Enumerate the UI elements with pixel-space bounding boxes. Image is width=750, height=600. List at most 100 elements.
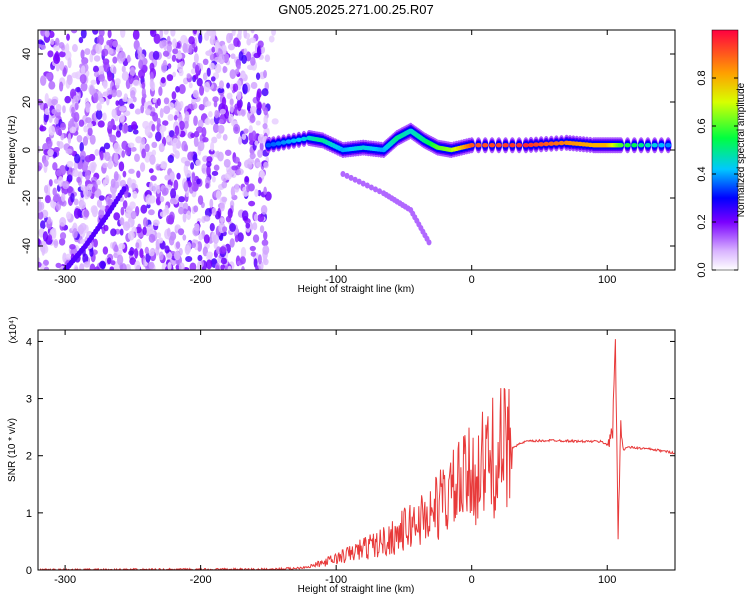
- heatmap-cell: [40, 220, 46, 230]
- heatmap-cell: [193, 115, 198, 127]
- heatmap-cell: [192, 30, 198, 35]
- heatmap-faint-curve: [340, 171, 432, 246]
- heatmap-cell: [219, 108, 226, 115]
- heatmap-cell: [180, 60, 184, 67]
- heatmap-noise-region: [38, 30, 279, 270]
- heatmap-cell: [111, 89, 117, 98]
- heatmap-cell: [193, 53, 199, 64]
- heatmap-cell: [617, 143, 624, 148]
- heatmap-cell: [109, 266, 115, 270]
- x-tick-label: 100: [598, 574, 616, 586]
- heatmap-cell: [183, 163, 189, 175]
- heatmap-cell: [210, 30, 216, 40]
- heatmap-cell: [72, 169, 80, 177]
- heatmap-cell: [106, 47, 114, 55]
- heatmap-cell: [141, 87, 146, 99]
- heatmap-cell: [96, 179, 101, 186]
- heatmap-cell: [231, 165, 239, 171]
- heatmap-cell: [231, 30, 236, 37]
- heatmap-cell: [51, 108, 57, 115]
- heatmap-cell: [114, 78, 121, 86]
- y-tick-label: 0: [26, 565, 32, 577]
- heatmap-cell: [47, 50, 54, 58]
- heatmap-cell: [120, 263, 127, 270]
- heatmap-cell: [118, 122, 123, 131]
- heatmap-cell: [538, 142, 545, 147]
- heatmap-cell: [94, 148, 100, 157]
- heatmap-cell: [221, 96, 227, 107]
- heatmap-cell: [230, 53, 236, 60]
- heatmap-cell: [553, 141, 560, 146]
- heatmap-cell: [206, 165, 211, 177]
- heatmap-cell: [249, 152, 256, 160]
- heatmap-cell: [102, 246, 109, 255]
- heatmap-cell: [213, 164, 220, 171]
- y-tick-label: 2: [26, 451, 32, 463]
- heatmap-cell: [120, 30, 126, 38]
- heatmap-cell: [95, 43, 102, 55]
- heatmap-cell: [160, 163, 168, 170]
- heatmap-cell: [83, 125, 88, 133]
- y-tick-label: 0: [21, 147, 33, 153]
- heatmap-cell: [58, 41, 65, 49]
- heatmap-cell: [121, 150, 126, 158]
- heatmap-cell: [189, 262, 197, 270]
- heatmap-cell: [119, 113, 125, 123]
- heatmap-cell: [199, 85, 205, 96]
- heatmap-cell: [79, 222, 87, 232]
- heatmap-cell: [152, 219, 160, 227]
- heatmap-cell: [214, 109, 219, 119]
- heatmap-cell: [548, 141, 555, 146]
- heatmap-cell: [153, 33, 161, 44]
- heatmap-cell: [87, 127, 93, 136]
- heatmap-cell: [52, 162, 58, 171]
- heatmap-cell: [158, 86, 163, 97]
- heatmap-cell: [99, 260, 106, 269]
- heatmap-cell: [60, 192, 66, 202]
- heatmap-cell: [59, 217, 67, 227]
- heatmap-cell: [290, 138, 297, 143]
- heatmap-cell: [121, 124, 129, 134]
- heatmap-cell: [184, 120, 189, 130]
- y-tick-label: -40: [21, 238, 33, 254]
- colorbar-gradient: [711, 29, 739, 271]
- heatmap-cell: [188, 44, 193, 55]
- heatmap-cell: [134, 153, 141, 163]
- heatmap-cell: [139, 248, 144, 259]
- heatmap-cell: [91, 186, 96, 194]
- heatmap-cell: [188, 82, 193, 89]
- heatmap-cell: [172, 38, 177, 49]
- heatmap-cell: [356, 178, 362, 185]
- heatmap-cell: [209, 222, 215, 232]
- heatmap-cell: [38, 238, 41, 246]
- heatmap-cell: [107, 120, 113, 130]
- heatmap-cell: [138, 59, 143, 70]
- heatmap-cell: [101, 48, 109, 57]
- heatmap-cell: [171, 54, 177, 62]
- heatmap-cell: [92, 65, 99, 73]
- heatmap-cell: [217, 151, 224, 162]
- heatmap-cell: [263, 107, 268, 116]
- heatmap-cell: [193, 136, 199, 148]
- heatmap-cell: [235, 169, 241, 176]
- heatmap-cell: [141, 82, 146, 89]
- heatmap-cell: [220, 264, 225, 270]
- heatmap-cell: [243, 128, 249, 134]
- heatmap-cell: [134, 248, 139, 259]
- heatmap-cell: [254, 188, 259, 198]
- heatmap-cell: [41, 245, 46, 256]
- heatmap-cell: [257, 149, 263, 158]
- heatmap-cell: [127, 142, 135, 148]
- heatmap-cell: [222, 66, 228, 73]
- heatmap-cell: [72, 228, 78, 239]
- heatmap-cell: [149, 62, 155, 72]
- heatmap-cell: [113, 152, 119, 164]
- heatmap-cell: [186, 73, 191, 79]
- heatmap-cell: [148, 168, 154, 174]
- heatmap-cell: [76, 135, 83, 143]
- heatmap-cell: [102, 162, 108, 169]
- heatmap-cell: [193, 205, 199, 213]
- heatmap-cell: [234, 235, 239, 243]
